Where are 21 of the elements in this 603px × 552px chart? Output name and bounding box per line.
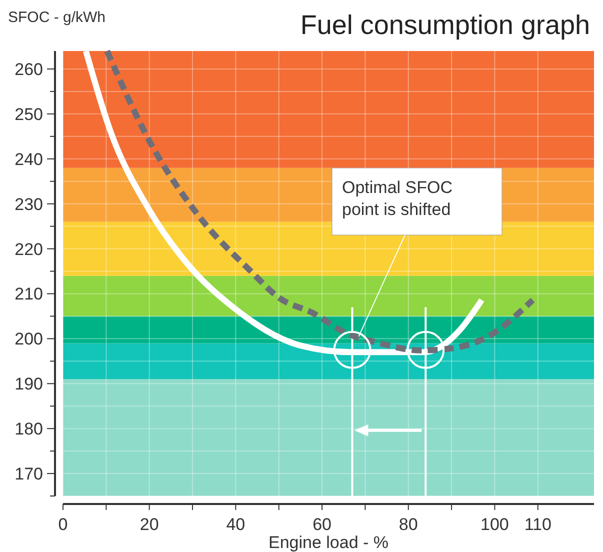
x-tick-label: 100 — [480, 515, 509, 534]
x-tick-label: 20 — [140, 515, 159, 534]
y-axis-title: SFOC - g/kWh — [8, 9, 106, 26]
y-tick-label: 190 — [14, 374, 43, 394]
x-tick-label: 0 — [58, 515, 68, 534]
y-tick-label: 180 — [14, 420, 43, 439]
y-tick-label: 250 — [14, 104, 43, 124]
y-tick-label: 260 — [14, 60, 43, 79]
y-tick-label: 220 — [14, 240, 43, 259]
x-axis-title: Engine load - % — [268, 533, 389, 552]
y-tick-label: 200 — [14, 330, 43, 349]
x-tick-label: 80 — [398, 515, 418, 534]
y-tick-label: 210 — [14, 284, 43, 304]
chart-title: Fuel consumption graph — [300, 10, 590, 40]
y-tick-label: 230 — [14, 194, 43, 214]
x-tick-label: 60 — [312, 515, 332, 534]
x-tick-label: 40 — [226, 515, 246, 534]
y-tick-label: 240 — [14, 150, 43, 169]
y-tick-label: 170 — [14, 464, 43, 484]
x-tick-label: 110 — [524, 515, 552, 534]
annotation: Optimal SFOC point is shifted — [342, 178, 453, 219]
